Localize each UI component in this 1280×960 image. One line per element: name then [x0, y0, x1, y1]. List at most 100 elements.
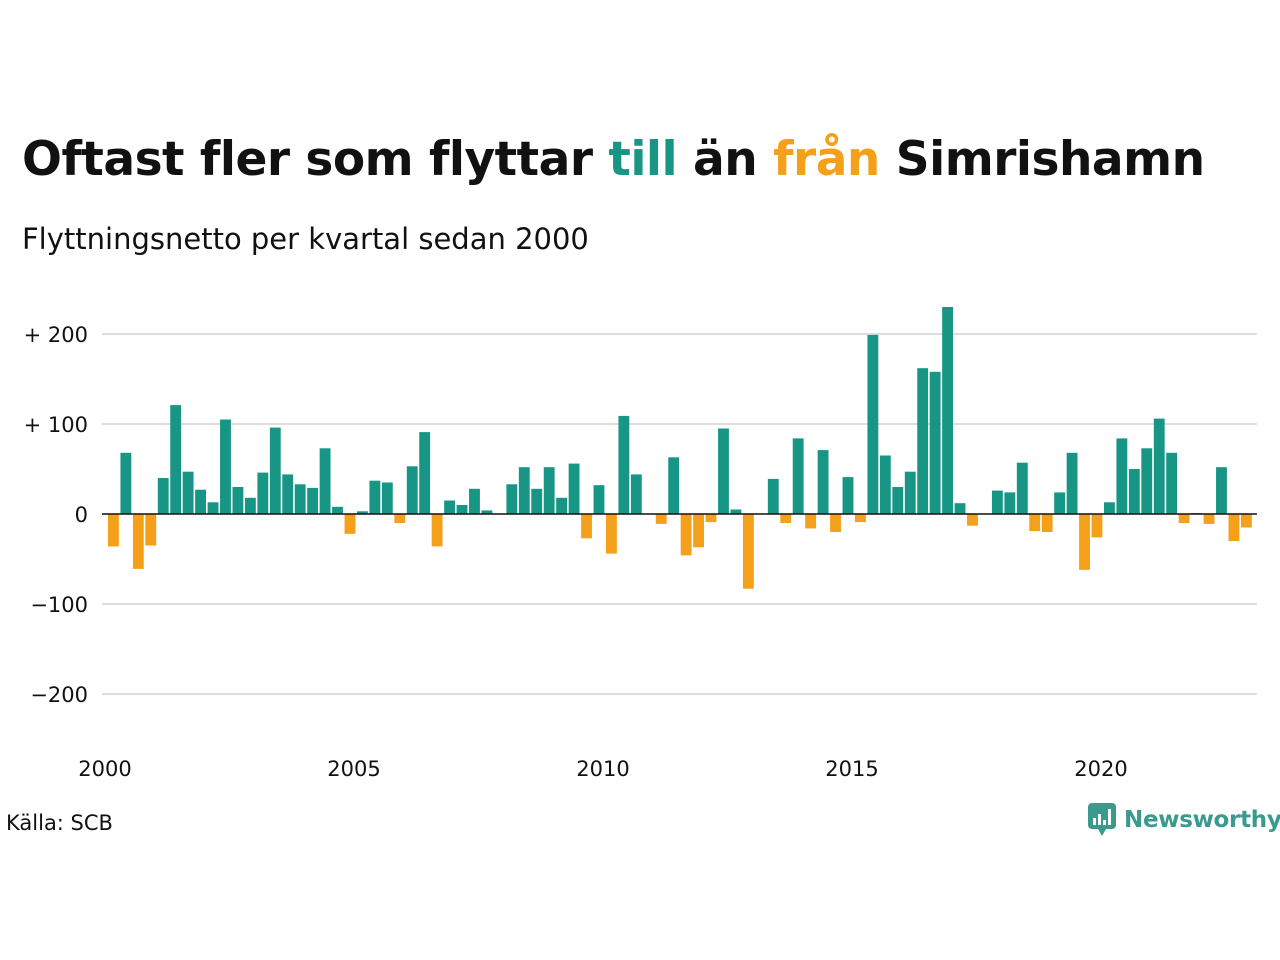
bar [145, 514, 157, 546]
bar [929, 371, 941, 514]
source-label: Källa: SCB [6, 811, 113, 835]
bar [767, 478, 779, 514]
bar [630, 474, 642, 514]
bar [406, 466, 418, 514]
bar [531, 488, 543, 514]
bar [244, 497, 256, 514]
bar [842, 477, 854, 514]
bar [1041, 514, 1053, 532]
bar [431, 514, 443, 547]
bars [108, 307, 1252, 589]
bar [892, 487, 904, 514]
bar [207, 502, 219, 514]
y-tick-label: + 100 [24, 413, 88, 437]
bar [120, 452, 132, 514]
bar [879, 455, 891, 514]
bar [469, 488, 480, 514]
bar [1141, 448, 1153, 514]
bar [108, 514, 119, 547]
grid-lines [102, 333, 1257, 695]
bar [456, 505, 468, 514]
x-tick-label: 2000 [78, 757, 131, 781]
bar [1166, 452, 1178, 514]
bar [232, 487, 244, 514]
bar [332, 506, 343, 514]
bar [1066, 452, 1078, 514]
bar [1178, 514, 1190, 523]
bar [543, 467, 555, 514]
bar [1116, 438, 1128, 514]
bar [805, 514, 817, 529]
bar [1029, 514, 1041, 532]
bar [394, 514, 406, 523]
bar [1091, 514, 1103, 538]
chart-title: Oftast fler som flyttar till än från Sim… [22, 132, 1205, 187]
bar [1104, 502, 1115, 514]
bar [991, 490, 1003, 514]
bar [954, 503, 966, 514]
newsworthy-brand[interactable]: Newsworthy [1088, 803, 1280, 837]
bar [967, 514, 978, 526]
bar [307, 487, 319, 514]
bar [718, 428, 729, 514]
bar [481, 510, 493, 514]
bar [257, 472, 269, 514]
x-axis-labels: 2000 2005 2010 2015 2020 [78, 757, 1127, 781]
bar [867, 334, 879, 514]
bar [556, 497, 568, 514]
bar [780, 514, 792, 523]
bar [942, 307, 953, 514]
bar [444, 500, 455, 514]
y-tick-label: −200 [30, 683, 88, 707]
title-highlight-fran: från [773, 132, 880, 187]
bar [1240, 514, 1252, 528]
newsworthy-logo-icon [1088, 803, 1116, 836]
bar [506, 484, 518, 514]
bar [606, 514, 617, 554]
bar [1128, 469, 1140, 514]
bar [1054, 492, 1066, 514]
bar [157, 478, 169, 514]
bar [581, 514, 592, 539]
bar [1228, 514, 1240, 541]
bar-chart: + 200 + 100 0 −100 −200 2000 2005 2010 2015 2020 [24, 307, 1257, 781]
x-tick-label: 2015 [825, 757, 878, 781]
bar [344, 514, 356, 534]
bar [1079, 514, 1090, 570]
title-highlight-till: till [608, 132, 678, 187]
bar [369, 480, 381, 514]
bar [319, 448, 331, 514]
bar [817, 450, 829, 514]
bar [680, 514, 692, 556]
y-tick-label: −100 [30, 593, 88, 617]
brand-name: Newsworthy [1124, 807, 1280, 833]
bar [593, 485, 605, 514]
bar [1016, 462, 1028, 514]
bar [132, 514, 144, 569]
x-tick-label: 2005 [327, 757, 380, 781]
bar [381, 482, 393, 514]
bar [705, 514, 717, 523]
bar [357, 511, 368, 514]
bar [1216, 467, 1227, 514]
bar [1153, 418, 1165, 514]
bar [1004, 492, 1016, 514]
y-tick-label: + 200 [24, 323, 88, 347]
bar [1203, 514, 1215, 524]
bar [792, 438, 804, 514]
bar [904, 471, 916, 514]
y-tick-label: 0 [75, 503, 88, 527]
bar [170, 405, 182, 514]
y-axis-labels: + 200 + 100 0 −100 −200 [24, 323, 88, 707]
bar [294, 484, 306, 514]
bar [668, 457, 680, 514]
bar [917, 368, 929, 514]
bar [693, 514, 704, 548]
bar [195, 489, 206, 514]
bar [655, 514, 667, 524]
bar [220, 419, 231, 514]
chart-subtitle: Flyttningsnetto per kvartal sedan 2000 [22, 222, 589, 256]
x-tick-label: 2010 [576, 757, 629, 781]
bar [742, 514, 754, 589]
bar [730, 509, 742, 514]
